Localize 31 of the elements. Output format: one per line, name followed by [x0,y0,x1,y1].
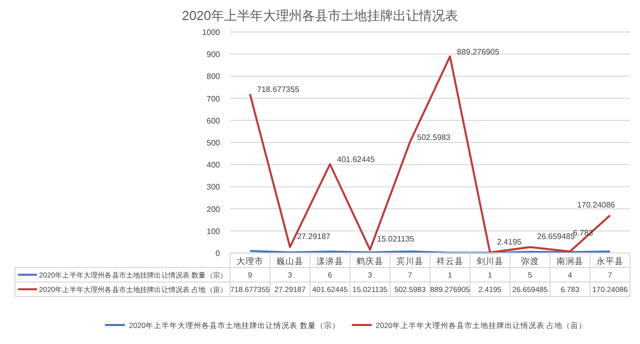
annotation: 15.021135 [377,234,415,244]
annotation: 26.659485 [537,232,576,242]
y-tick-label: 400 [206,160,221,170]
x-tick-label: 大理市 [236,256,264,266]
annotation: 27.29187 [297,232,331,241]
x-tick-label: 祥云县 [436,256,464,266]
x-tick-label: 鹤庆县 [356,256,384,266]
y-tick-label: 800 [206,72,221,82]
y-tick-label: 600 [206,116,221,126]
annotation: 401.62445 [337,155,376,164]
x-tick-label: 宾川县 [396,256,424,266]
y-tick-label: 700 [206,94,221,104]
y-tick-label: 900 [206,50,221,60]
y-tick-label: 0 [216,249,221,258]
y-tick-label: 200 [206,204,221,214]
y-tick-label: 100 [206,226,221,236]
x-tick-label: 永平县 [596,256,624,266]
annotation: 170.24086 [577,200,616,210]
y-tick-label: 500 [206,138,221,148]
annotation: 889.276905 [457,47,500,56]
x-tick-label: 南涧县 [556,256,584,266]
y-tick-label: 1000 [202,28,221,37]
x-tick-label: 巍山县 [276,256,304,266]
chart-title: 2020年上半年大理州各县市土地挂牌出让情况表 [182,8,458,23]
x-tick-label: 弥渡 [521,256,539,266]
annotation: 502.5983 [417,132,451,142]
x-tick-label: 剑川县 [476,256,504,266]
y-tick-label: 300 [206,182,221,192]
annotation: 718.677355 [257,85,300,94]
x-tick-label: 漾濞县 [316,256,344,266]
annotation: 2.4195 [497,237,522,246]
